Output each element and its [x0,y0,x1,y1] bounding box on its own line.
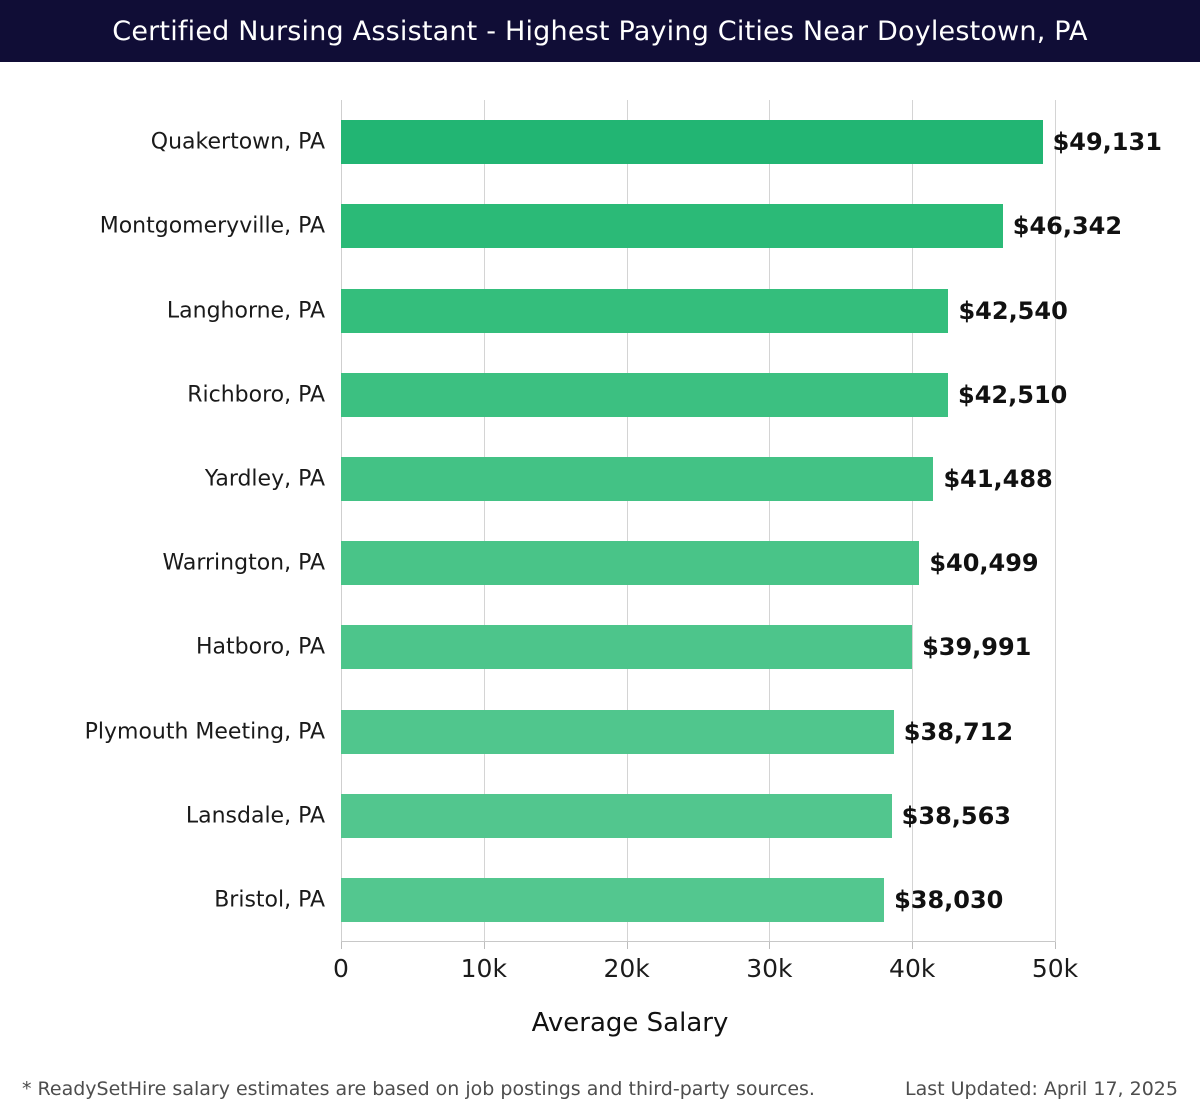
y-axis-category-labels: Quakertown, PA Montgomeryville, PA Langhor… [0,62,325,942]
x-tick-label: 40k [889,954,936,983]
gridline [912,100,914,942]
bar[interactable] [341,372,949,417]
x-tick-mark [483,942,485,949]
bar-row[interactable]: $46,342 [341,204,1122,249]
chart-canvas: 0 10k 20k 30k 40k 50k $49,131 $46,342 $42,540 $4… [0,62,1200,1060]
x-tick-label: 20k [603,954,650,983]
bar[interactable] [341,204,1003,249]
bar[interactable] [341,709,894,754]
bar-row[interactable]: $39,991 [341,625,1055,670]
bar[interactable] [341,120,1043,165]
category-label: Warrington, PA [162,550,325,576]
x-tick-label: 30k [746,954,793,983]
category-label: Yardley, PA [204,466,325,492]
x-tick-label: 50k [1031,954,1079,983]
gridline [341,100,342,942]
bar-value-label: $42,510 [958,380,1068,409]
x-tick-mark [912,942,914,949]
gridline [1055,100,1056,942]
gridline [769,100,771,942]
bar[interactable] [341,793,892,838]
bar-row[interactable]: $42,540 [341,288,1068,333]
category-label: Langhorne, PA [166,298,325,323]
bar[interactable] [341,541,920,586]
bar-value-label: $40,499 [929,549,1039,578]
bar-row[interactable]: $42,510 [341,372,1067,417]
gridline [626,100,628,942]
category-label: Quakertown, PA [150,129,325,155]
bar-value-label: $46,342 [1012,212,1123,241]
bar-value-label: $42,540 [958,296,1068,325]
bar-row[interactable]: $49,131 [341,120,1162,165]
category-label: Richboro, PA [187,382,325,408]
footer-last-updated: Last Updated: April 17, 2025 [904,1078,1178,1100]
bar-value-label: $39,991 [922,633,1032,662]
x-axis-line [341,941,1055,942]
x-axis-title: Average Salary [0,1008,1200,1038]
bar-value-label: $38,030 [894,885,1004,914]
page-title: Certified Nursing Assistant - Highest Pa… [112,15,1088,47]
x-tick-label: 10k [460,954,507,983]
bar-row[interactable]: $38,712 [341,709,1055,754]
bar-value-label: $49,131 [1052,128,1162,157]
x-tick-mark [626,942,628,949]
category-label: Hatboro, PA [196,634,325,660]
gridline [483,100,485,942]
plot-area: 0 10k 20k 30k 40k 50k $49,131 $46,342 $42,540 $4… [333,100,1162,983]
category-label: Montgomeryville, PA [99,213,325,239]
bar-row[interactable]: $38,030 [341,877,1055,922]
bar-value-label: $38,563 [901,801,1011,830]
bar[interactable] [341,288,949,333]
bar-row[interactable]: $41,488 [341,456,1055,501]
bar-value-label: $38,712 [903,717,1014,746]
bar-value-label: $41,488 [943,464,1053,493]
footer-disclaimer: * ReadySetHire salary estimates are base… [22,1078,815,1100]
bar[interactable] [341,456,934,501]
bar[interactable] [341,877,885,922]
header-bar: Certified Nursing Assistant - Highest Pa… [0,0,1200,62]
bar-row[interactable]: $40,499 [341,541,1055,586]
category-label: Lansdale, PA [185,803,325,829]
bar[interactable] [341,625,913,670]
x-tick-mark [1055,942,1056,949]
footer-bar: * ReadySetHire salary estimates are base… [0,1060,1200,1120]
x-tick-label: 0 [333,954,349,983]
x-axis-title-text: Average Salary [531,1008,729,1038]
category-label: Bristol, PA [214,887,325,913]
category-label: Plymouth Meeting, PA [84,719,325,744]
x-tick-mark [341,942,342,949]
x-tick-mark [769,942,771,949]
bar-row[interactable]: $38,563 [341,793,1055,838]
